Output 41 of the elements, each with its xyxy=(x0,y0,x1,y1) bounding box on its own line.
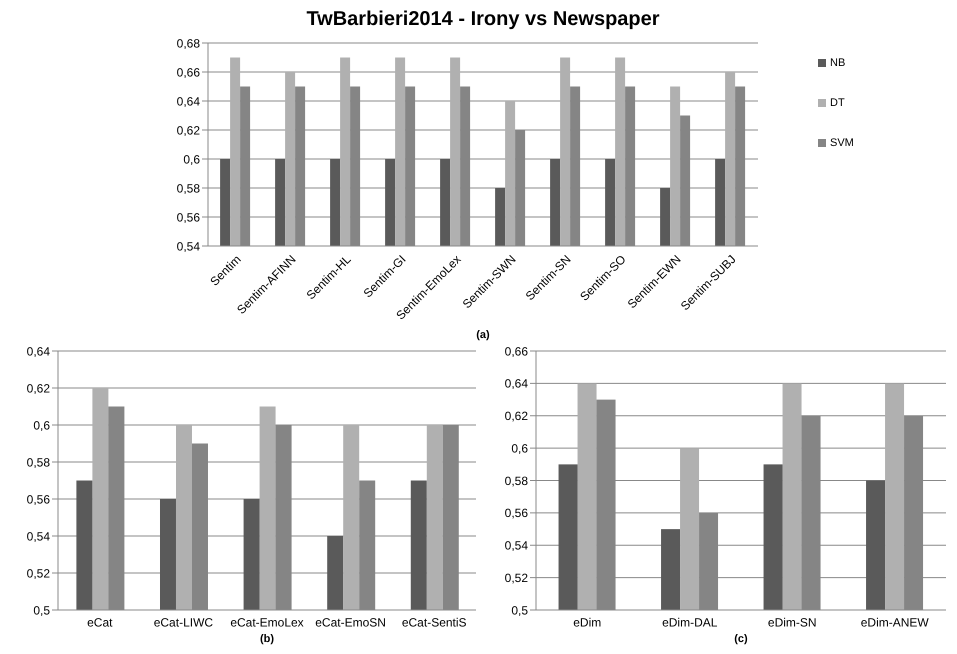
y-tick-label: 0,56 xyxy=(26,492,50,506)
y-tick-label: 0,56 xyxy=(176,210,200,224)
y-tick-label: 0,6 xyxy=(183,152,200,166)
y-tick-label: 0,58 xyxy=(504,474,528,488)
chart-title: TwBarbieri2014 - Irony vs Newspaper xyxy=(305,8,661,31)
x-tick-label: eCat-LIWC xyxy=(154,616,214,630)
legend-label: NB xyxy=(830,57,846,69)
x-tick-label: eCat xyxy=(87,616,114,630)
y-tick-label: 0,62 xyxy=(504,409,528,424)
y-tick-label: 0,64 xyxy=(504,376,528,391)
legend-label: DT xyxy=(830,97,845,109)
y-tick-label: 0,5 xyxy=(511,603,528,618)
y-tick-label: 0,5 xyxy=(33,603,50,618)
x-tick-label: eDim-DAL xyxy=(662,616,718,630)
x-tick-label: eCat-EmoLex xyxy=(230,616,304,630)
y-tick-label: 0,58 xyxy=(26,455,50,470)
y-tick-label: 0,58 xyxy=(176,181,200,196)
y-tick-label: 0,66 xyxy=(176,65,200,80)
x-tick-label: eDim-ANEW xyxy=(860,616,930,630)
x-tick-label: eCat-EmoSN xyxy=(315,616,386,630)
y-tick-label: 0,66 xyxy=(504,344,528,358)
y-tick-label: 0,62 xyxy=(176,123,200,138)
y-tick-label: 0,52 xyxy=(26,566,50,580)
y-tick-label: 0,68 xyxy=(176,36,200,50)
x-axis-title: (b) xyxy=(260,633,274,645)
x-tick-label: eCat-SentiS xyxy=(402,616,467,630)
x-axis-title: (c) xyxy=(734,633,748,645)
y-tick-label: 0,54 xyxy=(176,239,200,254)
y-tick-label: 0,54 xyxy=(504,538,528,553)
x-tick-label: eDim xyxy=(573,616,602,630)
y-tick-label: 0,62 xyxy=(26,381,50,396)
y-tick-label: 0,54 xyxy=(26,529,50,544)
y-tick-label: 0,52 xyxy=(504,570,528,585)
x-axis-title: (a) xyxy=(476,329,490,341)
x-tick-label: eDim-SN xyxy=(768,616,817,630)
y-tick-label: 0,56 xyxy=(504,506,528,520)
y-tick-label: 0,64 xyxy=(176,94,200,108)
legend-label: SVM xyxy=(830,137,854,149)
y-tick-label: 0,6 xyxy=(511,441,528,456)
y-tick-label: 0,6 xyxy=(33,418,50,432)
y-tick-label: 0,64 xyxy=(26,344,50,358)
